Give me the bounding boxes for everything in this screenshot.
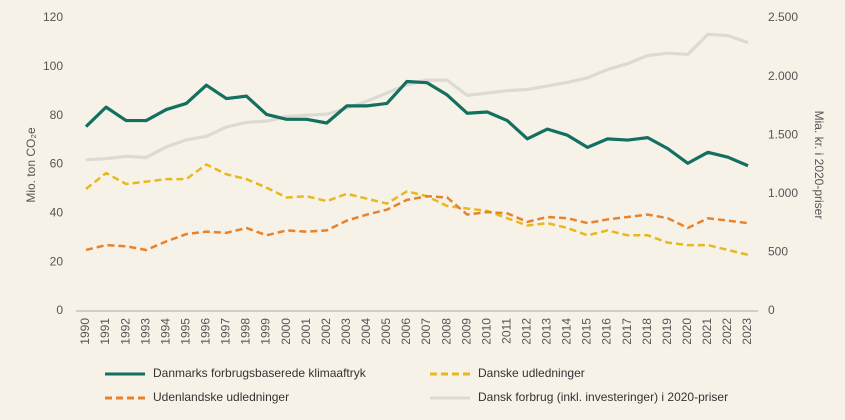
y-tick-label: 120 [43, 10, 63, 24]
x-tick-label: 2023 [740, 318, 754, 345]
x-tick-label: 1999 [259, 318, 273, 345]
x-tick-label: 2014 [560, 318, 574, 345]
series-line [85, 163, 749, 257]
x-tick-label: 2007 [419, 318, 433, 345]
x-tick-label: 2005 [379, 318, 393, 345]
series-line [85, 32, 749, 162]
legend-label: Dansk forbrug (inkl. investeringer) i 20… [478, 390, 728, 404]
series-line [84, 79, 749, 168]
x-tick-label: 2006 [399, 318, 413, 345]
y-tick-label: 100 [43, 59, 63, 73]
legend-label: Danmarks forbrugsbaserede klimaaftryk [153, 366, 367, 380]
x-tick-label: 1997 [219, 318, 233, 345]
x-tick-label: 1991 [98, 318, 112, 345]
x-tick-label: 1993 [138, 318, 152, 345]
x-tick-label: 2000 [279, 318, 293, 345]
x-tick-label: 2003 [339, 318, 353, 345]
x-tick-label: 1995 [178, 318, 192, 345]
x-tick-label: 1998 [239, 318, 253, 345]
x-tick-label: 2016 [600, 318, 614, 345]
legend-label: Danske udledninger [478, 366, 585, 380]
x-tick-label: 2004 [359, 318, 373, 345]
x-tick-label: 2017 [620, 318, 634, 345]
y2-tick-label: 2.500 [768, 10, 798, 24]
x-tick-label: 1992 [118, 318, 132, 345]
x-tick-label: 1990 [78, 318, 92, 345]
x-tick-label: 1996 [199, 318, 213, 345]
y-tick-label: 80 [50, 108, 64, 122]
y-tick-label: 20 [50, 254, 64, 268]
y2-tick-label: 1.000 [768, 186, 798, 200]
x-tick-label: 2011 [499, 318, 513, 344]
y2-tick-label: 1.500 [768, 127, 798, 141]
x-tick-label: 2008 [439, 318, 453, 345]
y-tick-label: 40 [50, 206, 64, 220]
y2-tick-label: 2.000 [768, 69, 798, 83]
x-tick-label: 2019 [660, 318, 674, 345]
legend-label: Udenlandske udledninger [153, 390, 289, 404]
x-tick-label: 2009 [459, 318, 473, 345]
y-tick-label: 60 [50, 157, 64, 171]
y-tick-label: 0 [56, 303, 63, 317]
x-tick-label: 2010 [479, 318, 493, 345]
x-tick-label: 2002 [319, 318, 333, 345]
x-tick-label: 2012 [520, 318, 534, 345]
x-tick-label: 1994 [158, 318, 172, 345]
series-line [85, 194, 749, 252]
legend: Danmarks forbrugsbaserede klimaaftryk Dan… [105, 366, 728, 404]
x-tick-label: 2001 [299, 318, 313, 345]
x-tick-label: 2013 [540, 318, 554, 345]
y2-tick-label: 0 [768, 303, 775, 317]
x-tick-label: 2022 [720, 318, 734, 345]
x-tick-label: 2020 [680, 318, 694, 345]
x-tick-label: 2018 [640, 318, 654, 345]
x-tick-label: 2015 [580, 318, 594, 345]
x-tick-label: 2021 [700, 318, 714, 345]
y-axis-title: Mio. ton CO₂e [24, 127, 38, 203]
y2-tick-label: 500 [768, 245, 788, 259]
y2-axis-title: Mia. kr. i 2020-priser [812, 111, 826, 220]
